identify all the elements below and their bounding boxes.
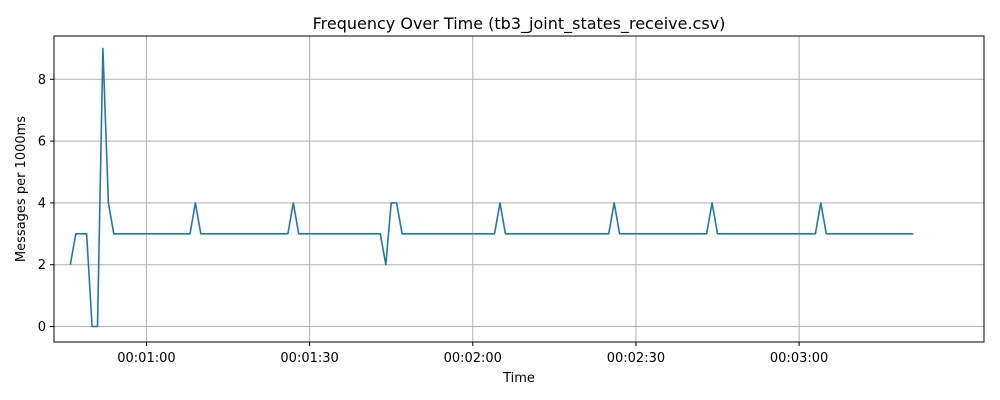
y-tick-label: 6 [38, 135, 46, 150]
y-tick-label: 2 [38, 258, 46, 273]
grid [54, 36, 984, 342]
y-tick-label: 0 [38, 320, 46, 335]
x-tick-label: 00:02:00 [444, 351, 502, 366]
x-tick-label: 00:01:00 [117, 351, 175, 366]
y-axis: 0 2 4 6 8 [38, 73, 54, 335]
series-line [69, 47, 914, 328]
y-tick-label: 8 [38, 73, 46, 88]
x-tick-label: 00:01:30 [280, 351, 338, 366]
x-axis: 00:01:00 00:01:30 00:02:00 00:02:30 00:03:00 [117, 342, 828, 366]
y-tick-label: 4 [38, 196, 46, 211]
x-tick-label: 00:03:00 [770, 351, 828, 366]
x-axis-label: Time [502, 371, 535, 386]
plot-frame [53, 35, 985, 343]
x-tick-label: 00:02:30 [607, 351, 665, 366]
y-axis-label: Messages per 1000ms [14, 116, 29, 262]
chart-title: Frequency Over Time (tb3_joint_states_re… [313, 14, 726, 34]
series-layer [69, 47, 914, 328]
